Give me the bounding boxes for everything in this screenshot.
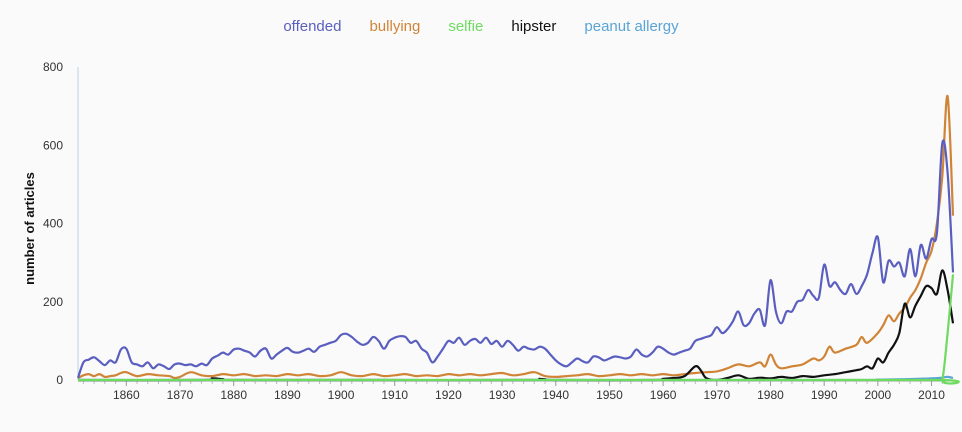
legend-item-offended[interactable]: offended bbox=[283, 18, 342, 35]
legend-item-peanut-allergy[interactable]: peanut allergy bbox=[584, 18, 679, 35]
x-tick-label: 1980 bbox=[757, 388, 784, 402]
x-tick-label: 1890 bbox=[274, 388, 301, 402]
x-tick-label: 1950 bbox=[596, 388, 623, 402]
x-tick-label: 1940 bbox=[542, 388, 569, 402]
series-line-selfie bbox=[77, 274, 960, 385]
legend-item-selfie[interactable]: selfie bbox=[448, 18, 484, 35]
y-tick-label: 600 bbox=[43, 138, 63, 152]
y-axis-label: number of articles bbox=[22, 172, 37, 285]
series-line-offended bbox=[76, 139, 955, 379]
legend-item-hipster[interactable]: hipster bbox=[511, 18, 557, 35]
y-tick-label: 400 bbox=[43, 217, 63, 231]
series-line-bullying bbox=[77, 95, 955, 380]
x-tick-label: 1860 bbox=[113, 388, 140, 402]
x-tick-label: 1920 bbox=[435, 388, 462, 402]
x-tick-label: 1960 bbox=[650, 388, 677, 402]
x-tick-label: 1910 bbox=[381, 388, 408, 402]
y-tick-label: 200 bbox=[43, 295, 63, 309]
x-tick-label: 1970 bbox=[703, 388, 730, 402]
y-tick-label: 0 bbox=[56, 373, 63, 387]
y-tick-label: 800 bbox=[43, 60, 63, 74]
x-tick-label: 1990 bbox=[811, 388, 838, 402]
x-tick-label: 1870 bbox=[167, 388, 194, 402]
legend-item-bullying[interactable]: bullying bbox=[369, 18, 421, 35]
x-tick-label: 1930 bbox=[489, 388, 516, 402]
x-tick-label: 1900 bbox=[328, 388, 355, 402]
x-tick-label: 2010 bbox=[918, 388, 945, 402]
x-tick-label: 2000 bbox=[864, 388, 891, 402]
legend: offended bullying selfie hipster peanut alle… bbox=[0, 18, 962, 35]
x-tick-label: 1880 bbox=[220, 388, 247, 402]
